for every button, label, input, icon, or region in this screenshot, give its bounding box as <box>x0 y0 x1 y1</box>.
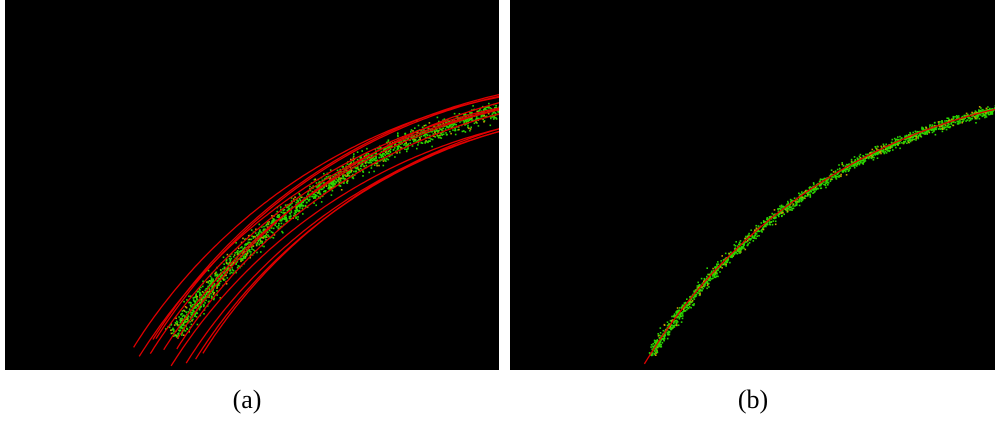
fitted-curve <box>138 107 499 357</box>
panel-a-caption: (a) <box>232 385 262 414</box>
fitted-curve <box>170 128 499 367</box>
fitted-curve <box>195 130 499 360</box>
fitted-curve <box>133 96 499 348</box>
fitted-curve <box>185 130 499 364</box>
fitted-curve <box>149 108 499 354</box>
panel-a-plot <box>133 93 499 367</box>
fitted-curve <box>152 93 499 340</box>
panel-a-image <box>5 0 499 370</box>
data-points <box>648 105 995 357</box>
fitted-curve <box>202 128 499 354</box>
panel-b-plot <box>643 105 995 365</box>
fitted-curve <box>176 113 499 350</box>
fitted-curve <box>163 109 499 351</box>
fitted-curve <box>643 108 995 365</box>
fitted-curve <box>176 102 499 340</box>
panel-b-caption: (b) <box>737 385 769 414</box>
panel-b-image <box>510 0 995 370</box>
